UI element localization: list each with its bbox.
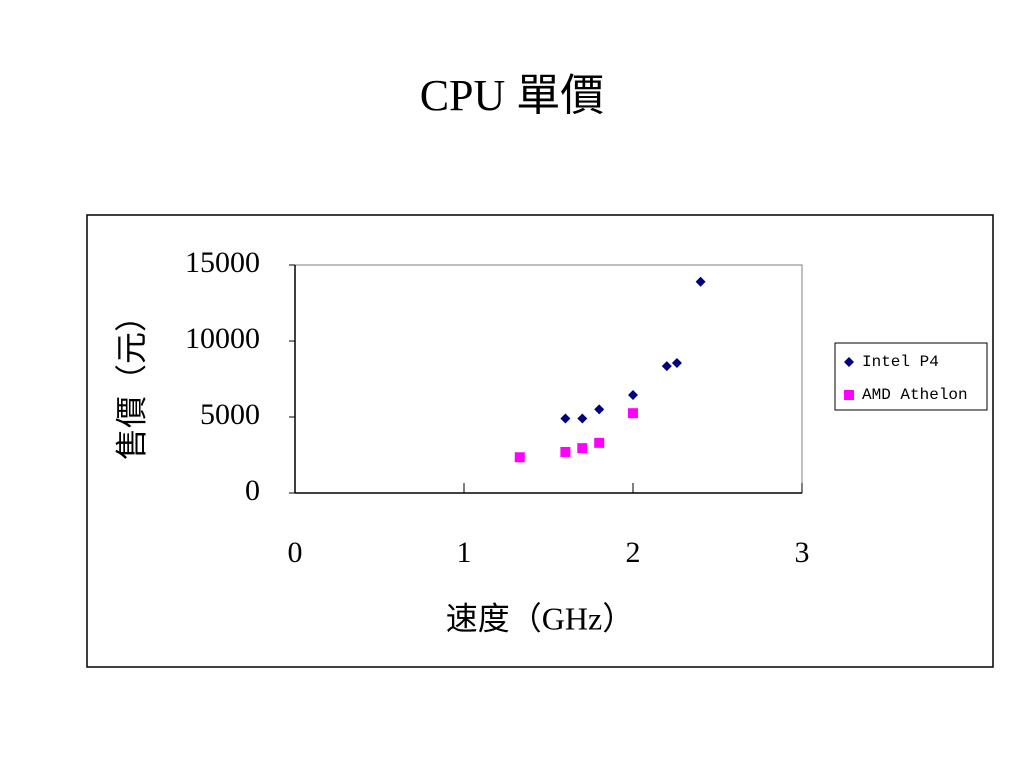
point (594, 437, 605, 448)
y-tick-label: 15000 (185, 246, 260, 279)
point (695, 276, 706, 287)
y-axis-label: 售價（元） (113, 300, 149, 460)
point (560, 446, 571, 457)
point (594, 404, 605, 415)
slide-title: CPU 單價 (420, 71, 605, 120)
point (514, 452, 525, 463)
x-axis-label: 速度（GHz） (446, 600, 634, 636)
point (671, 358, 682, 369)
x-tick-label: 0 (288, 536, 303, 569)
legend-marker (844, 357, 854, 367)
plot-area (294, 264, 803, 494)
legend (834, 342, 988, 411)
x-tick-label: 2 (626, 536, 641, 569)
point (661, 361, 672, 372)
legend-label: AMD Athelon (862, 386, 968, 404)
point (628, 408, 638, 419)
point (577, 413, 588, 424)
y-tick-label: 10000 (185, 322, 260, 355)
x-tick-label: 3 (795, 536, 810, 569)
point (628, 389, 638, 400)
legend-marker (844, 390, 854, 400)
legend-label: Intel P4 (862, 353, 939, 371)
y-tick-label: 0 (245, 474, 260, 507)
point (560, 413, 571, 424)
y-tick-label: 5000 (200, 398, 260, 431)
x-tick-label: 1 (457, 536, 472, 569)
point (577, 443, 588, 454)
